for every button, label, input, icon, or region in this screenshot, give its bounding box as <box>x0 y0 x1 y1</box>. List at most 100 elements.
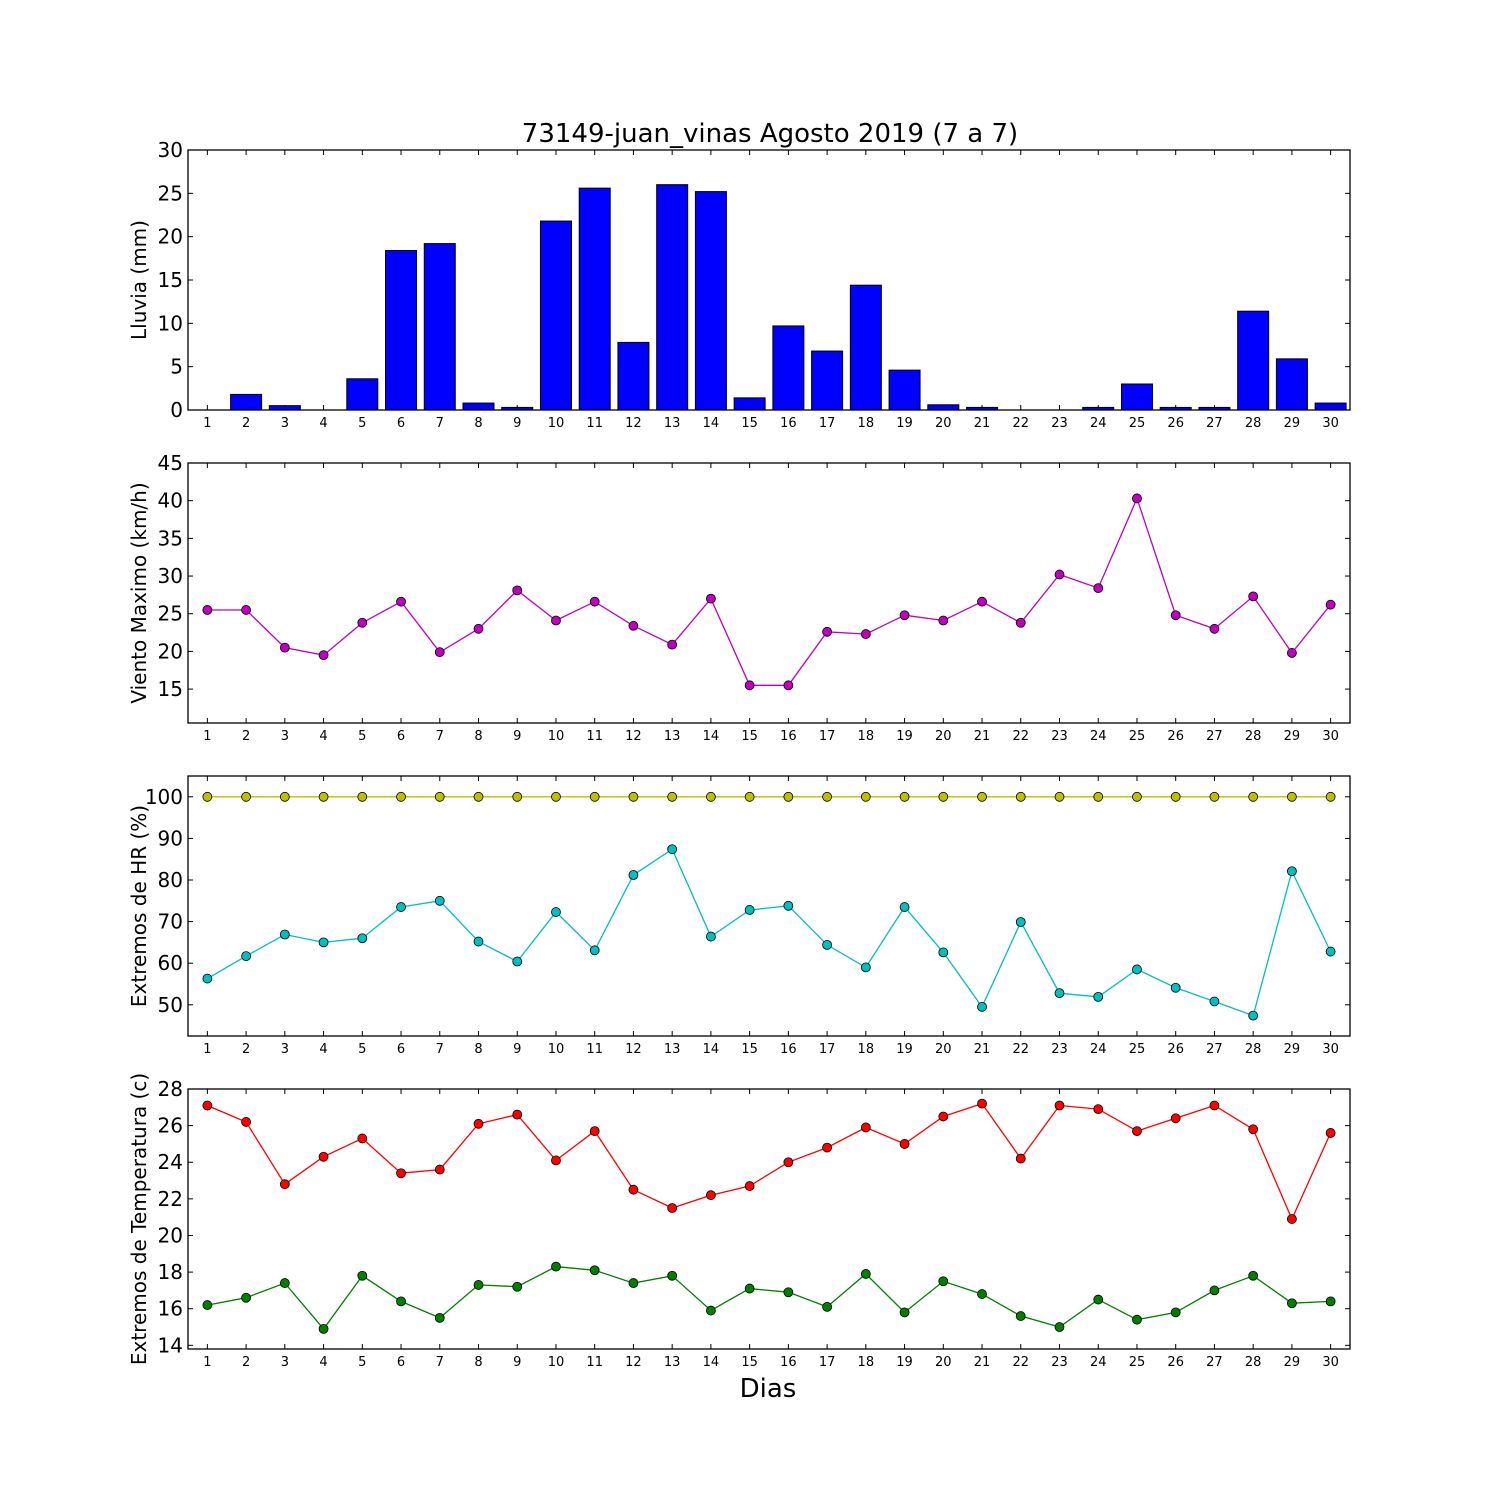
x-tick-label: 16 <box>780 1042 797 1057</box>
bar <box>617 341 650 411</box>
series-line <box>207 496 1332 686</box>
data-point <box>1132 964 1142 975</box>
data-point <box>279 791 290 802</box>
x-tick-label: 2 <box>242 1042 250 1057</box>
x-tick-label: 16 <box>780 1355 797 1370</box>
x-tick-label: 27 <box>1206 729 1223 744</box>
data-point <box>396 1296 406 1307</box>
data-point <box>1287 1214 1297 1224</box>
x-tick-label: 4 <box>319 729 327 744</box>
data-point <box>977 1001 987 1012</box>
data-point <box>899 791 910 802</box>
data-point <box>1287 1298 1297 1309</box>
data-point <box>1209 1285 1220 1296</box>
x-tick-label: 10 <box>548 416 565 431</box>
data-point <box>1054 791 1065 802</box>
data-point <box>473 1118 484 1129</box>
data-point <box>628 620 639 631</box>
data-point <box>1132 791 1142 802</box>
y-tick-label: 10 <box>158 311 183 335</box>
data-point <box>318 937 329 948</box>
data-point <box>899 1307 910 1318</box>
x-tick-label: 8 <box>474 1355 482 1370</box>
y-tick-label: 20 <box>158 1223 183 1247</box>
data-point <box>1132 1314 1142 1325</box>
x-tick-label: 15 <box>741 729 758 744</box>
x-tick-label: 10 <box>548 1042 565 1057</box>
data-point <box>1209 623 1220 634</box>
x-tick-label: 8 <box>474 729 482 744</box>
data-point <box>667 1203 678 1213</box>
x-tick-label: 18 <box>858 729 875 744</box>
x-tick-label: 13 <box>664 1042 681 1057</box>
data-point <box>1054 569 1065 580</box>
data-point <box>783 680 794 691</box>
x-tick-label: 4 <box>319 1355 327 1370</box>
x-tick-label: 27 <box>1206 1042 1223 1057</box>
x-tick-label: 5 <box>358 1042 366 1057</box>
x-tick-label: 27 <box>1206 416 1223 431</box>
data-point <box>434 1312 445 1323</box>
x-tick-label: 21 <box>974 729 991 744</box>
data-point <box>706 1190 716 1201</box>
data-point <box>473 936 484 947</box>
data-point <box>667 1270 678 1281</box>
y-tick-label: 15 <box>158 268 183 292</box>
data-point <box>1248 1010 1259 1021</box>
x-tick-label: 18 <box>858 1355 875 1370</box>
data-point <box>1325 791 1336 802</box>
x-tick-label: 11 <box>586 416 603 431</box>
data-point <box>938 791 949 802</box>
bar <box>578 187 611 411</box>
data-point <box>396 791 406 802</box>
data-point <box>318 1151 329 1162</box>
data-point <box>396 902 406 912</box>
data-point <box>279 1278 290 1288</box>
data-point <box>551 1155 561 1166</box>
x-tick-label: 13 <box>664 1355 681 1370</box>
y-tick-label: 22 <box>158 1187 183 1211</box>
x-tick-label: 27 <box>1206 1355 1223 1370</box>
x-tick-label: 13 <box>664 729 681 744</box>
x-tick-label: 12 <box>625 1042 642 1057</box>
data-point <box>473 791 484 802</box>
x-tick-label: 25 <box>1129 1042 1146 1057</box>
bar <box>772 325 805 411</box>
x-tick-label: 9 <box>513 1355 521 1370</box>
data-point <box>512 1281 523 1292</box>
x-tick-label: 28 <box>1245 1355 1262 1370</box>
x-tick-label: 25 <box>1129 729 1146 744</box>
x-tick-label: 19 <box>896 1355 913 1370</box>
data-point <box>241 951 252 962</box>
x-tick-label: 7 <box>436 1355 444 1370</box>
x-tick-label: 24 <box>1090 1355 1107 1370</box>
x-tick-label: 20 <box>935 729 952 744</box>
x-tick-label: 18 <box>858 1042 875 1057</box>
data-point <box>899 902 910 912</box>
x-tick-label: 2 <box>242 416 250 431</box>
data-point <box>473 623 484 634</box>
y-tick-label: 0 <box>170 398 183 422</box>
y-tick-label: 35 <box>158 526 183 550</box>
bar <box>733 397 766 411</box>
data-point <box>706 791 716 802</box>
bar <box>385 250 418 411</box>
x-tick-label: 12 <box>625 1355 642 1370</box>
x-tick-label: 7 <box>436 729 444 744</box>
x-tick-label: 5 <box>358 1355 366 1370</box>
x-tick-label: 21 <box>974 1355 991 1370</box>
data-point <box>279 929 290 940</box>
data-point <box>667 639 678 650</box>
data-point <box>473 1280 484 1290</box>
y-tick-label: 20 <box>158 639 183 663</box>
data-point <box>1287 791 1297 802</box>
y-tick-label: 60 <box>158 951 183 975</box>
x-tick-label: 25 <box>1129 1355 1146 1370</box>
data-point <box>860 962 871 973</box>
x-tick-label: 14 <box>703 416 720 431</box>
series-line <box>207 1102 1332 1221</box>
y-tick-label: 18 <box>158 1260 183 1284</box>
data-point <box>1015 1311 1026 1321</box>
